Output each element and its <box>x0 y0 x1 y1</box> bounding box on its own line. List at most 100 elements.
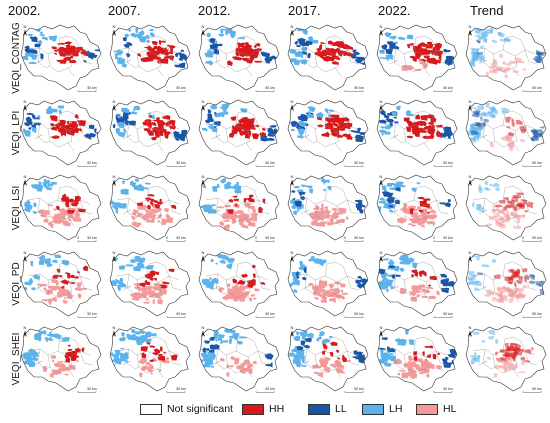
cluster-patch-hh <box>63 124 71 130</box>
cluster-patch-ll <box>354 199 364 202</box>
county-border <box>79 199 93 215</box>
region-outline <box>20 325 102 392</box>
cluster-patch-hh <box>423 198 428 203</box>
cluster-patch-hh <box>151 41 158 46</box>
cluster-patch-lh <box>43 260 51 264</box>
cluster-patch-hl <box>515 294 520 299</box>
cluster-patch-hh <box>251 133 260 140</box>
scale-zero-label: 0 <box>255 236 257 240</box>
cluster-patch-hl <box>328 283 335 289</box>
cluster-patch-hh <box>171 354 178 361</box>
cluster-patch-hl <box>49 223 54 228</box>
cluster-patch-ll <box>209 37 216 45</box>
map-svg: N 50 km <box>376 24 458 92</box>
cluster-patch-lh <box>31 54 38 60</box>
cluster-patch-hh <box>436 124 444 128</box>
scale-label: 50 km <box>354 312 363 316</box>
county-border <box>47 354 75 378</box>
cluster-patch-lh <box>39 34 45 37</box>
cluster-patch-hl <box>323 210 332 215</box>
cluster-patch-hh <box>153 348 161 354</box>
cluster-patch-ll <box>480 116 483 122</box>
north-arrow-icon <box>23 255 27 262</box>
county-border <box>304 273 318 295</box>
column-header-2022: 2022. <box>378 3 411 18</box>
cluster-patch-hh <box>516 280 523 285</box>
cluster-patch-hl <box>410 296 417 302</box>
cluster-patch-lh <box>314 258 323 263</box>
cluster-patch-lh <box>149 28 155 32</box>
map-veqi-shei-2002: N 50 km <box>18 321 102 397</box>
cluster-patch-lh <box>32 274 40 280</box>
county-border <box>67 356 73 370</box>
cluster-patch-lh <box>482 38 488 43</box>
cluster-patch-hl <box>310 219 318 226</box>
cluster-patch-hh <box>60 286 64 289</box>
cluster-patch-hl <box>163 207 170 213</box>
county-border <box>136 279 164 303</box>
county-border <box>482 197 496 219</box>
cluster-patch-ll <box>269 125 277 128</box>
cluster-patch-lh <box>144 182 151 185</box>
cluster-patch-hl <box>41 299 49 302</box>
cluster-patch-hh <box>526 202 533 209</box>
scale-label: 50 km <box>532 236 541 240</box>
cluster-patch-hl <box>148 214 156 219</box>
cluster-patch-hl <box>336 218 346 223</box>
cluster-patch-lh <box>468 278 475 285</box>
cluster-patch-lh <box>233 184 236 190</box>
cluster-patch-hh <box>413 356 418 362</box>
cluster-patch-ll <box>126 53 131 58</box>
county-border <box>524 199 538 215</box>
legend-label-hl: HL <box>443 403 457 415</box>
cluster-patch-hl <box>494 215 503 218</box>
map-veqi-shei-2022: N 50 km <box>374 321 458 397</box>
cluster-patch-hl <box>243 202 251 208</box>
county-border <box>389 360 399 366</box>
cluster-patch-lh <box>497 32 505 38</box>
map-grid: N 50 km N 50 km N 50 km N 50 km N 50 km N 50 km N 50 … <box>18 20 547 397</box>
cluster-patch-hh <box>336 134 344 138</box>
map-veqi-contag-2002: N 50 km <box>18 20 102 96</box>
county-border <box>47 203 75 227</box>
cluster-patch-ll <box>25 116 32 123</box>
cluster-patch-hl <box>505 137 513 142</box>
cluster-patch-ll <box>26 112 34 116</box>
cluster-patch-lh <box>479 36 486 40</box>
scale-bar <box>433 90 453 92</box>
cluster-patch-lh <box>380 352 389 359</box>
north-arrow-icon <box>290 29 294 36</box>
cluster-patch-hl <box>236 291 240 295</box>
map-veqi-shei-2017: N 50 km <box>285 321 369 397</box>
county-border <box>435 275 449 291</box>
cluster-patch-hh <box>262 127 266 131</box>
cluster-patch-hl <box>422 371 427 374</box>
cluster-patch-hh <box>71 350 78 357</box>
cluster-patch-lh <box>480 32 489 38</box>
cluster-patch-hh <box>523 276 527 283</box>
cluster-patch-ll <box>301 276 307 281</box>
cluster-patch-hl <box>74 287 81 291</box>
cluster-patch-lh <box>472 201 475 208</box>
scale-bar <box>166 316 186 318</box>
cluster-patch-ll <box>357 205 362 212</box>
county-border <box>33 285 43 291</box>
region-outline <box>376 99 458 166</box>
cluster-patch-lh <box>35 185 44 192</box>
cluster-patch-hl <box>251 212 259 219</box>
cluster-patch-ll <box>202 347 206 353</box>
cluster-patch-lh <box>138 261 143 264</box>
county-border <box>37 348 51 370</box>
column-header-trend: Trend <box>470 3 504 18</box>
cluster-patch-lh <box>388 35 396 40</box>
cluster-patch-hl <box>308 282 315 286</box>
cluster-patch-hh <box>153 129 160 133</box>
cluster-patch-lh <box>491 107 497 112</box>
scale-bar <box>77 316 97 318</box>
cluster-patch-hl <box>39 214 48 217</box>
county-border <box>57 110 81 126</box>
cluster-patch-lh <box>299 260 304 266</box>
scale-bar <box>77 90 97 92</box>
cluster-patch-hh <box>329 117 334 121</box>
cluster-patch-hl <box>152 286 160 291</box>
